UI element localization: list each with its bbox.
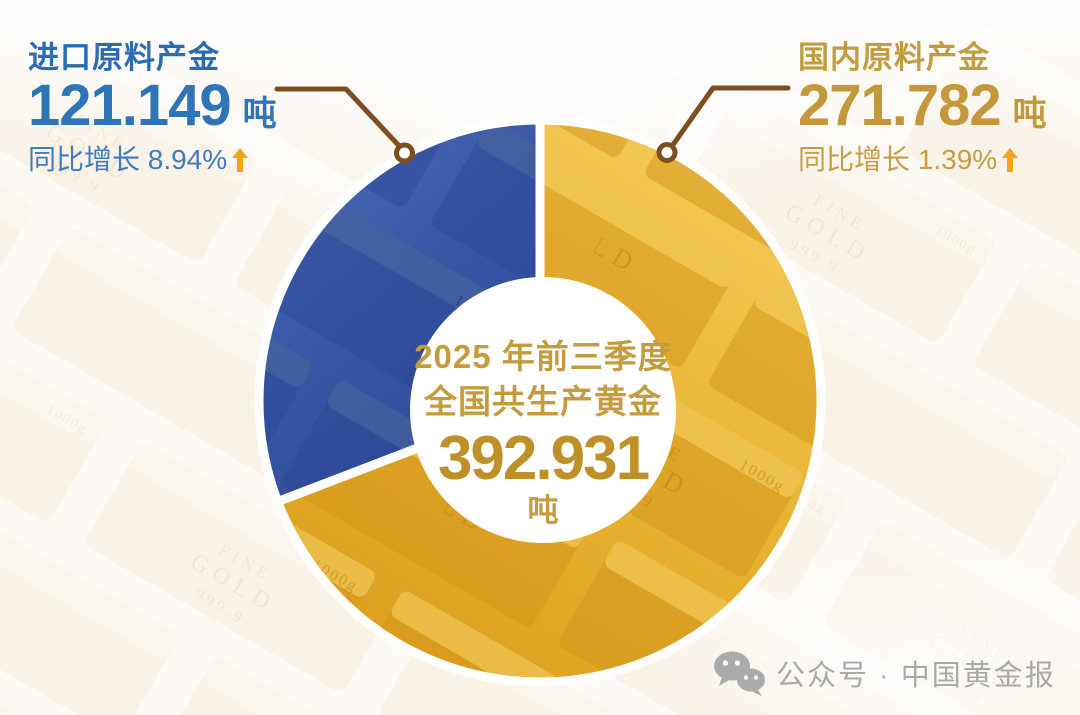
right-callout-line <box>667 85 791 152</box>
domestic-gold-unit: 吨 <box>1012 95 1047 133</box>
domestic-gold-title: 国内原料产金 <box>798 40 990 75</box>
total-production-label: 2025 年前三季度 全国共生产黄金 392.931 吨 <box>393 334 693 530</box>
imported-gold-growth: 同比增长 8.94% <box>28 145 277 175</box>
imported-gold-callout: 进口原料产金 121.149 吨 同比增长 8.94% <box>28 40 277 175</box>
up-arrow-icon <box>232 148 249 172</box>
imported-gold-value: 121.149 <box>28 73 232 138</box>
total-title-line2: 全国共生产黄金 <box>424 383 662 420</box>
domestic-gold-callout: 国内原料产金 271.782 吨 同比增长 1.39% <box>798 40 1047 175</box>
imported-gold-title: 进口原料产金 <box>28 40 220 75</box>
wechat-icon <box>714 651 765 696</box>
up-arrow-icon <box>1002 148 1019 172</box>
left-callout-line <box>274 86 405 152</box>
domestic-gold-growth-text: 同比增长 1.39% <box>798 144 998 175</box>
total-value: 392.931 <box>437 424 650 493</box>
watermark: 公众号 · 中国黄金报 <box>712 650 1056 696</box>
right-callout-marker <box>656 142 678 163</box>
donut-hole <box>410 277 676 543</box>
domestic-gold-value: 271.782 <box>798 73 1002 138</box>
imported-gold-growth-text: 同比增长 8.94% <box>28 144 228 175</box>
slice-separator <box>273 115 826 687</box>
total-unit: 吨 <box>527 493 559 528</box>
watermark-text: 公众号 · 中国黄金报 <box>776 660 1056 692</box>
imported-gold-unit: 吨 <box>242 95 277 133</box>
domestic-gold-growth: 同比增长 1.39% <box>798 145 1047 175</box>
left-callout-marker <box>394 142 415 164</box>
total-title-line1: 2025 年前三季度 <box>414 338 672 375</box>
slice-separator <box>254 115 545 507</box>
